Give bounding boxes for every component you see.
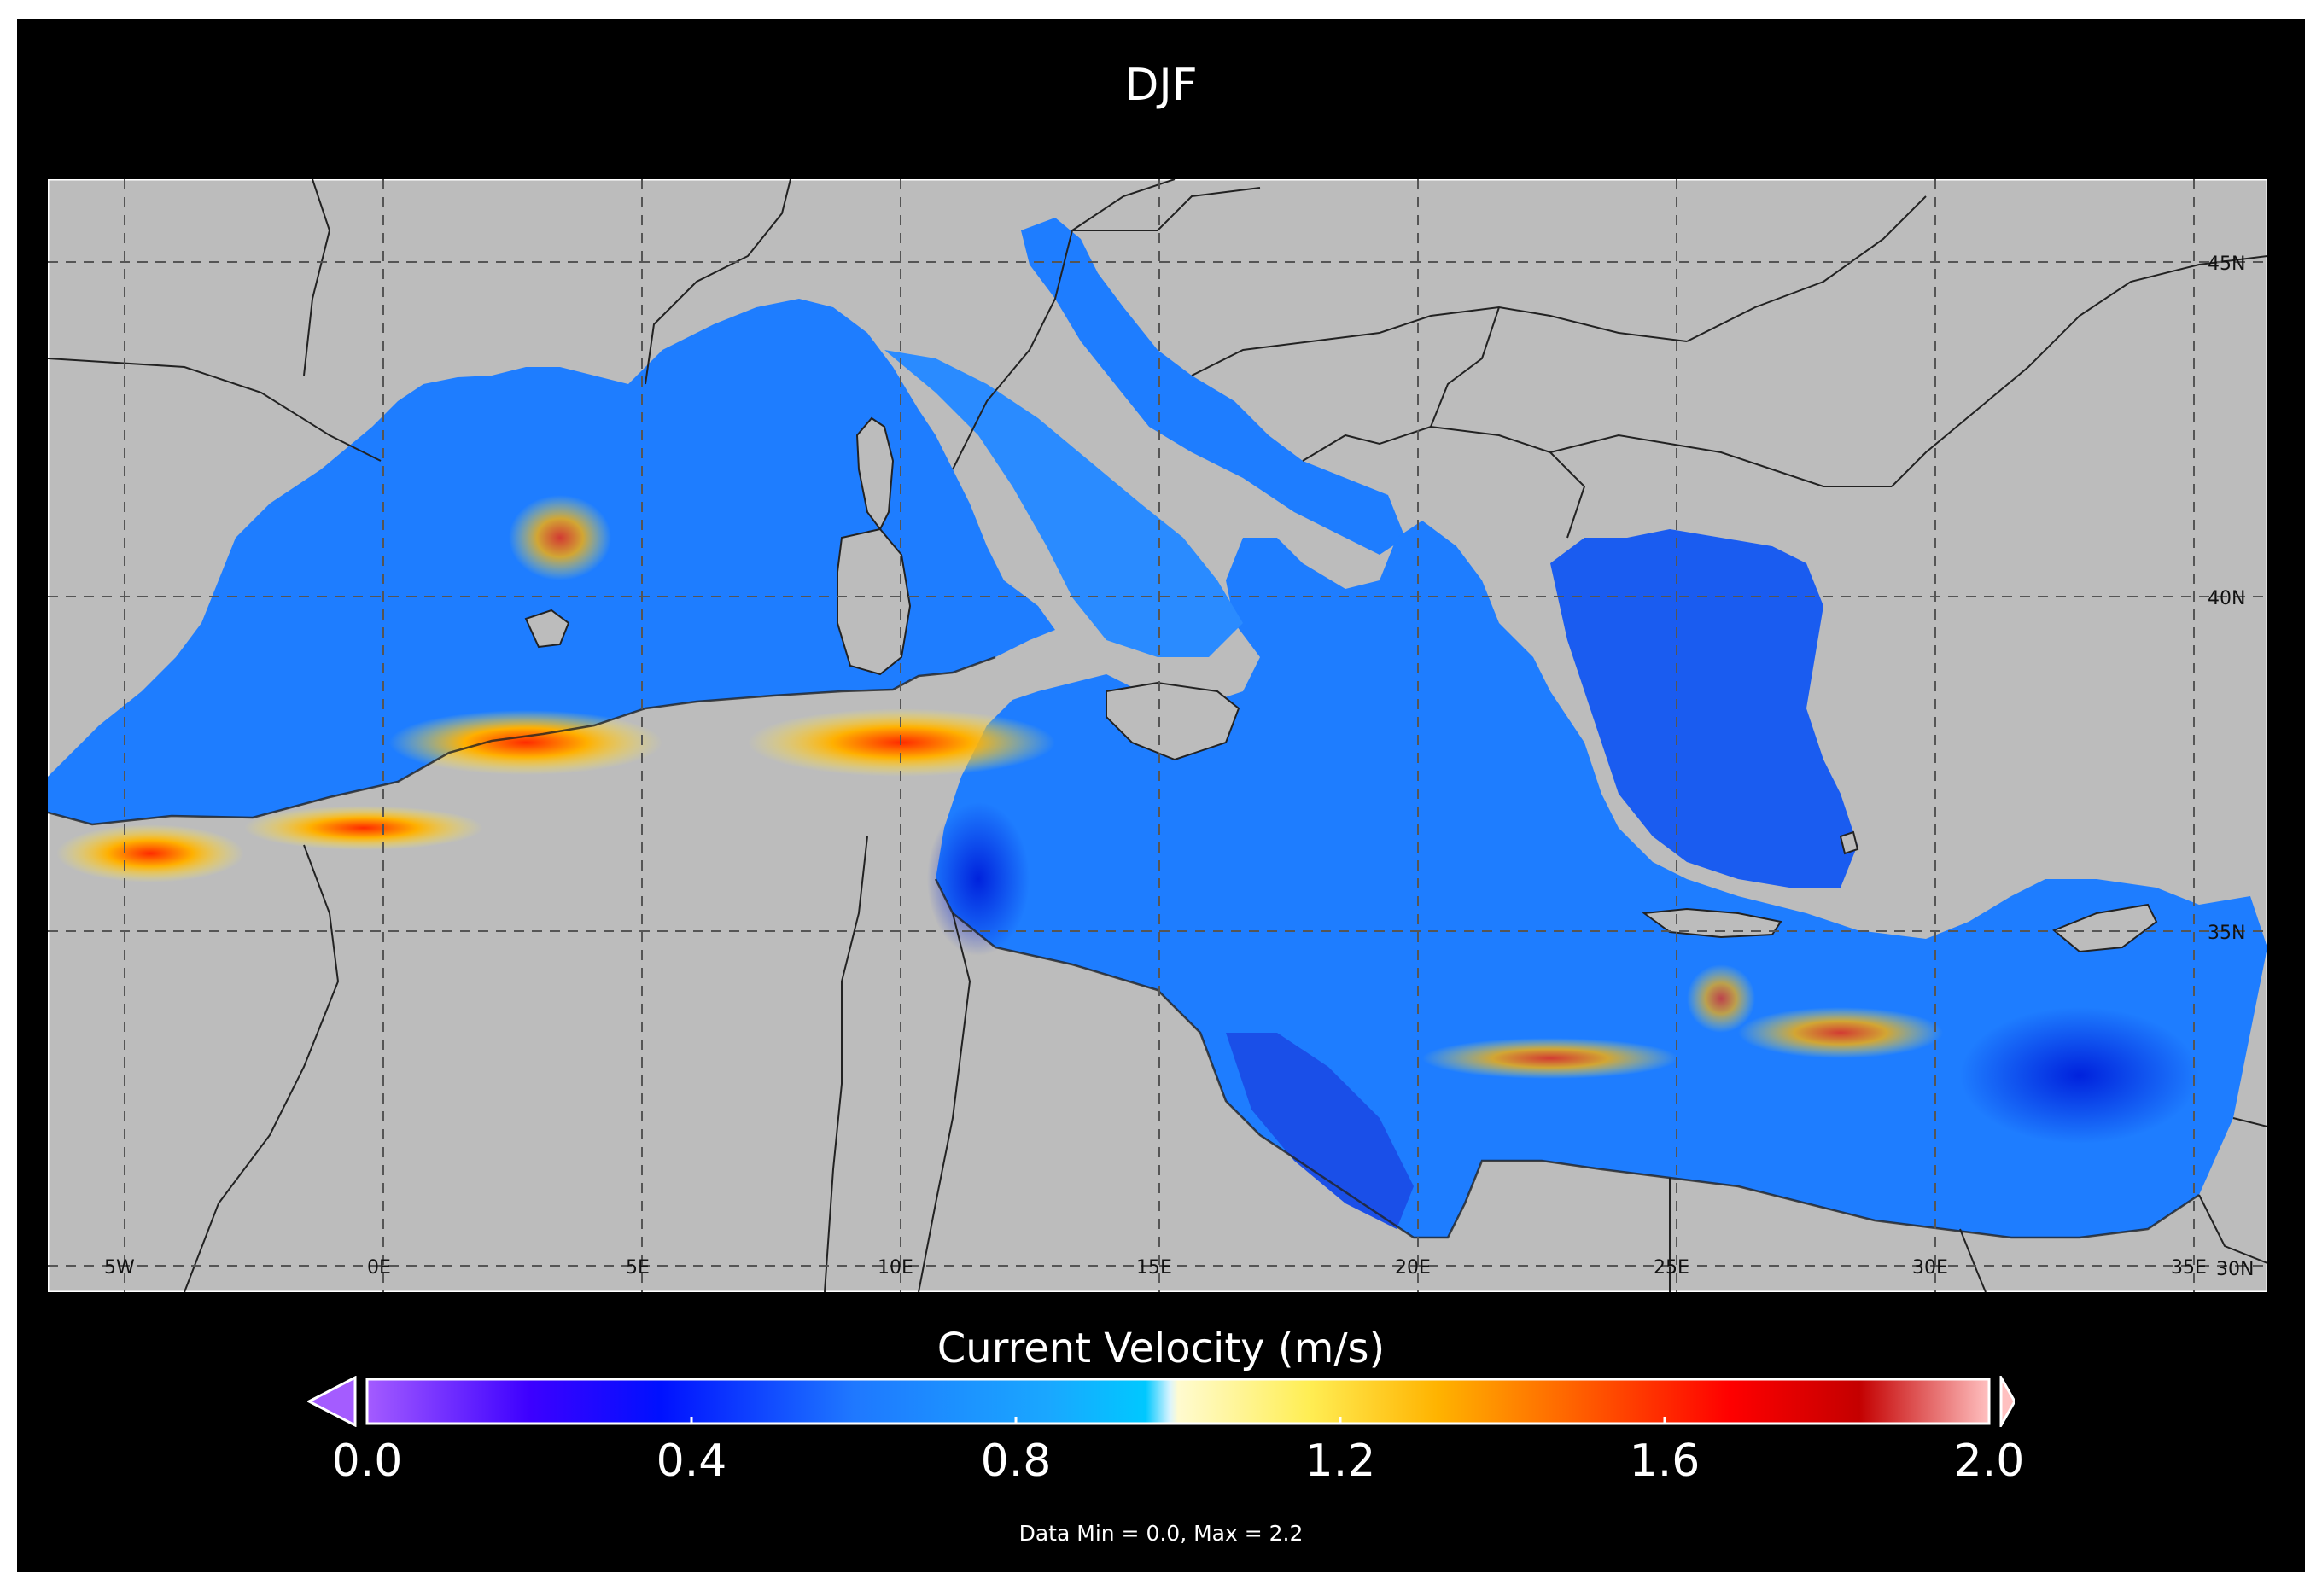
colorbar-max-extension	[1999, 1376, 2015, 1427]
coastline	[48, 655, 2200, 1239]
lon-label: 0E	[367, 1257, 391, 1279]
levantine-eddy	[1687, 964, 1755, 1033]
colorbar	[307, 1376, 2015, 1427]
map-panel: 5W 0E 5E 10E 15E 20E 25E 30E 35E 45N 40N…	[48, 179, 2267, 1292]
latitude-labels: 45N 40N 35N 30N	[2208, 253, 2254, 1280]
mid-med-jet	[1738, 1007, 1943, 1058]
colorbar-tick-label: 0.8	[980, 1436, 1052, 1487]
sicily	[1106, 681, 1240, 761]
map-title: DJF	[1124, 60, 1198, 111]
colorbar-gradient	[365, 1378, 1991, 1425]
velocity-hotspots	[56, 495, 2199, 1144]
lon-label: 20E	[1395, 1257, 1431, 1279]
cyprus	[2052, 903, 2158, 953]
levantine-basin	[1960, 1007, 2199, 1144]
graticule	[48, 179, 2267, 1292]
lon-label: 5W	[104, 1257, 135, 1279]
gulf-of-sidra	[1226, 1033, 1414, 1229]
lon-label: 35E	[2171, 1257, 2207, 1279]
colorbar-tick-label: 1.6	[1629, 1436, 1701, 1487]
colorbar-tick-label: 1.2	[1304, 1436, 1376, 1487]
colorbar-tick-label: 0.4	[656, 1436, 727, 1487]
algerian-current	[244, 806, 483, 850]
colorbar-ticks	[365, 1417, 1991, 1424]
colorbar-min-extension	[307, 1376, 357, 1427]
lat-label: 30N	[2216, 1259, 2254, 1280]
lon-label: 30E	[1912, 1257, 1948, 1279]
aegean-sea	[1550, 529, 1858, 888]
sardinia	[837, 527, 912, 676]
colorbar-tick-label: 0.0	[331, 1436, 403, 1487]
lon-label: 15E	[1136, 1257, 1172, 1279]
ionian-jet	[1422, 1038, 1678, 1079]
country-borders	[48, 179, 2267, 1292]
mallorca	[524, 609, 570, 649]
lat-label: 35N	[2208, 923, 2245, 944]
tunisian-shelf	[927, 802, 1030, 956]
islands	[524, 416, 2158, 953]
colorbar-tick-label: 2.0	[1953, 1436, 2025, 1487]
rhodes	[1839, 830, 1859, 855]
crete	[1642, 907, 1782, 939]
adriatic-sea	[1021, 218, 1405, 555]
lon-label: 5E	[626, 1257, 650, 1279]
alboran-jet	[56, 824, 244, 882]
lat-label: 40N	[2208, 588, 2245, 609]
data-range-text: Data Min = 0.0, Max = 2.2	[1018, 1521, 1304, 1546]
lon-label: 25E	[1654, 1257, 1689, 1279]
lat-label: 45N	[2208, 253, 2245, 275]
algerian-current-east	[389, 710, 662, 775]
longitude-labels: 5W 0E 5E 10E 15E 20E 25E 30E 35E	[104, 1257, 2207, 1279]
corsica	[855, 416, 895, 531]
colorbar-title: Current Velocity (m/s)	[936, 1325, 1386, 1372]
lon-label: 10E	[878, 1257, 913, 1279]
balearic-eddy	[509, 495, 611, 580]
